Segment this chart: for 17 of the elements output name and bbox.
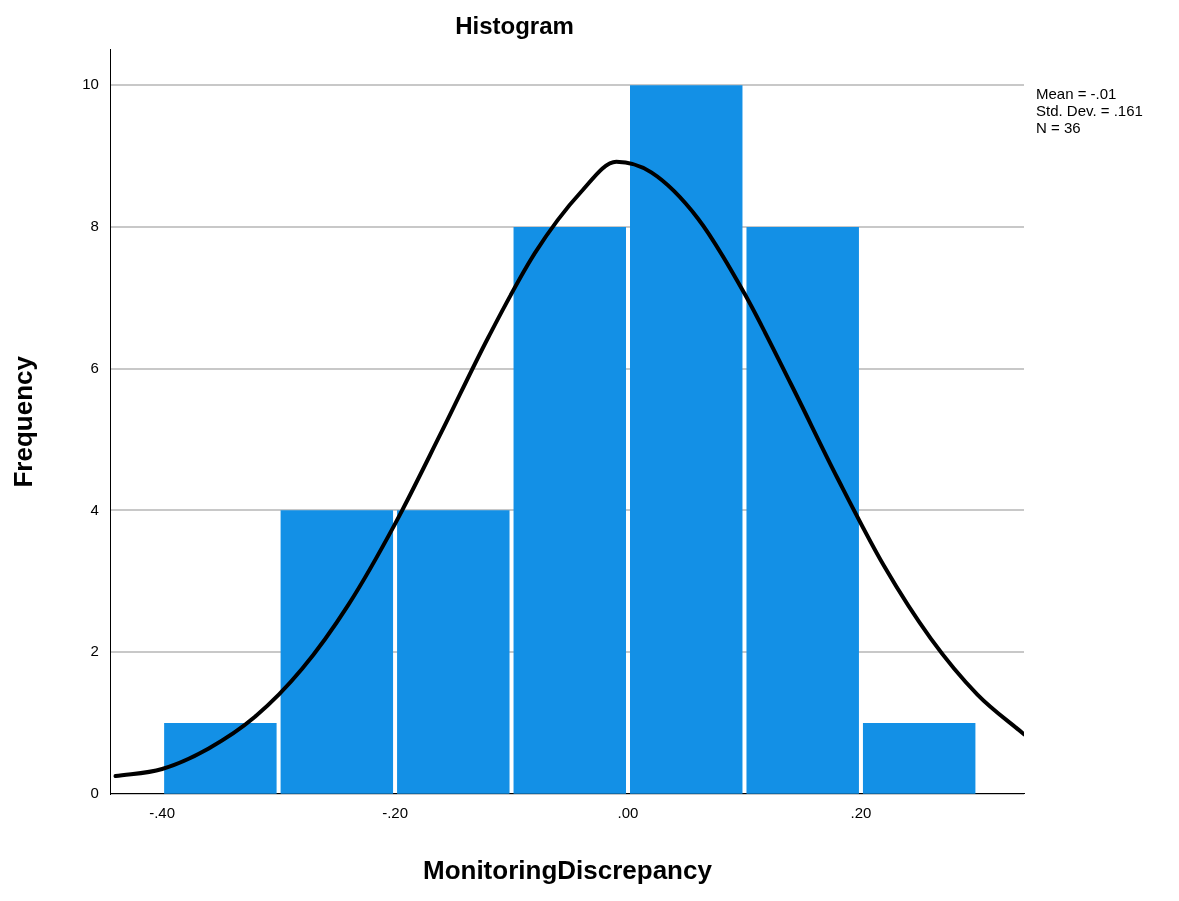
x-tick-label: -.20: [382, 803, 408, 821]
y-tick-label: 10: [82, 75, 99, 93]
y-axis-title: Frequency: [7, 355, 38, 488]
y-tick-label: 4: [90, 500, 99, 518]
y-tick-label: 8: [90, 217, 99, 235]
x-tick-label: -.40: [149, 803, 176, 821]
x-tick-label: .00: [617, 803, 639, 821]
text: Std. Dev. = .161: [1036, 102, 1143, 120]
chart-title: Histogram: [455, 12, 574, 40]
line-series: [113, 159, 1024, 779]
x-axis-title: MonitoringDiscrepancy: [422, 854, 713, 885]
y-tick-label: 2: [90, 642, 99, 660]
text: N = 36: [1036, 119, 1081, 137]
y-tick-label: 0: [90, 783, 99, 801]
text: Mean = -.01: [1036, 85, 1117, 103]
y-tick-label: 6: [90, 358, 99, 376]
x-tick-label: .20: [850, 803, 872, 821]
